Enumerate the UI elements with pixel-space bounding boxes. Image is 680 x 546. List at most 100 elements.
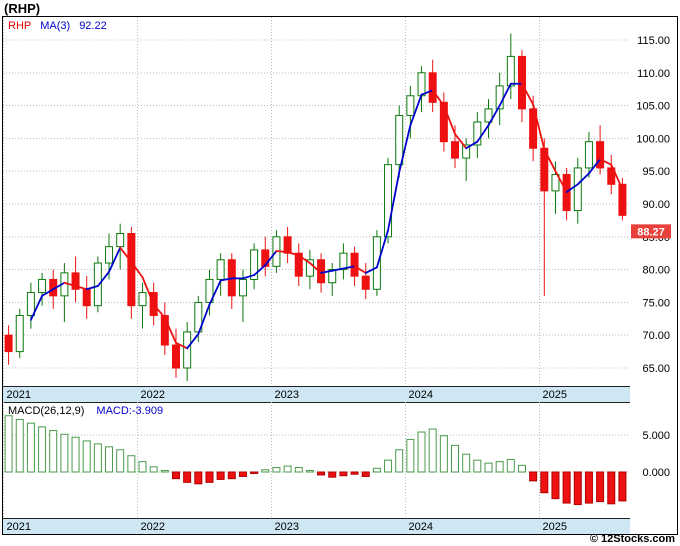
price-axis-label: 110.00 [637, 68, 670, 80]
year-label: 2024 [409, 389, 433, 401]
macd-bar [339, 471, 348, 477]
candle-body [573, 167, 582, 212]
ma3-segment [74, 285, 88, 291]
macd-bar [283, 465, 292, 473]
candle-body [473, 121, 482, 146]
candle-body [38, 278, 47, 294]
ma3-segment [141, 276, 155, 306]
price-chart-legend: RHP MA(3) 92.22 [8, 20, 116, 32]
ma3-segment [588, 158, 601, 175]
ma3-segment [52, 281, 66, 291]
ma3-segment [130, 261, 144, 279]
macd-legend-value: MACD:-3.909 [96, 405, 164, 417]
price-axis-label: 70.00 [642, 330, 670, 342]
macd-bar [227, 471, 236, 480]
macd-bar [529, 471, 538, 482]
candle-body [506, 55, 515, 87]
ma3-segment [543, 148, 557, 173]
candle-body [216, 259, 225, 280]
candle-body [305, 259, 314, 277]
ma3-segment [375, 229, 389, 269]
ma3-segment [487, 104, 501, 127]
ma3-segment [576, 172, 590, 186]
candle-body [4, 334, 13, 353]
ma3-segment [498, 82, 512, 107]
candle-body [26, 292, 35, 317]
ma3-segment [398, 124, 412, 174]
candle-body [15, 315, 24, 353]
ma3-segment [532, 103, 546, 151]
ma3-segment [197, 303, 211, 336]
macd-bar [38, 426, 47, 473]
macd-bar [294, 467, 303, 473]
macd-bar [116, 449, 125, 473]
candle-body [451, 141, 460, 159]
candle-body [406, 95, 415, 116]
ma3-segment [431, 89, 445, 107]
macd-bar [451, 444, 460, 473]
candle-body [517, 55, 526, 110]
macd-bar [93, 443, 102, 473]
macd-bar [551, 471, 560, 500]
macd-bar [384, 459, 393, 473]
macd-bar [506, 458, 515, 473]
ma3-segment [409, 93, 423, 127]
candle-body [339, 252, 348, 271]
macd-bar [372, 467, 381, 473]
last-price-label: 88.27 [637, 226, 665, 238]
macd-bar [618, 471, 627, 502]
ma3-segment [30, 294, 43, 321]
candle-body [238, 278, 247, 297]
x-axis-band-top [3, 386, 630, 402]
candle-body [618, 183, 627, 216]
candle-body [116, 233, 125, 248]
candle-body [105, 246, 114, 264]
candle-body [462, 144, 471, 159]
macd-axis-label: 0.000 [642, 467, 670, 479]
candle-body [417, 72, 426, 97]
macd-bar [250, 471, 259, 474]
last-price-marker [631, 224, 671, 239]
ma3-segment [119, 246, 133, 263]
ma3-segment [420, 89, 434, 96]
year-label: 2025 [543, 389, 567, 401]
macd-bar [261, 469, 270, 473]
legend-ma-value: 92.22 [79, 20, 107, 32]
ma3-segment [331, 267, 345, 272]
macd-bar [328, 471, 337, 478]
candle-body [384, 164, 393, 238]
price-axis-label: 115.00 [637, 35, 670, 47]
macd-legend-params: MACD(26,12,9) [8, 405, 85, 417]
ma3-segment [297, 254, 311, 264]
price-axis-label: 90.00 [642, 199, 670, 211]
macd-bar [417, 431, 426, 473]
macd-bar [160, 470, 169, 473]
ma3-segment [163, 316, 177, 344]
ma3-segment [387, 171, 401, 232]
price-axis-label: 95.00 [642, 166, 670, 178]
macd-bar [194, 471, 203, 485]
macd-bar [127, 455, 136, 473]
ma3-segment [342, 265, 356, 270]
macd-bar [317, 471, 326, 476]
page-title: (RHP) [4, 1, 41, 16]
candle-body [529, 108, 538, 149]
ma3-segment [353, 265, 367, 274]
macd-bar [350, 471, 359, 475]
ma3-segment [521, 82, 535, 106]
macd-bar [49, 430, 58, 473]
macd-bar [462, 453, 471, 473]
year-label: 2025 [543, 521, 567, 533]
ma3-segment [175, 341, 189, 350]
macd-bar [26, 422, 35, 473]
macd-bar [395, 449, 404, 473]
candle-body [205, 278, 214, 303]
year-label: 2021 [7, 521, 31, 533]
candle-body [551, 173, 560, 192]
candle-body [250, 249, 259, 280]
ma3-segment [152, 303, 166, 319]
year-label: 2023 [275, 521, 299, 533]
chart-frame: 115.00110.00105.00100.0095.0090.0085.008… [2, 16, 678, 535]
ma3-segment [465, 140, 479, 150]
ma3-segment [242, 274, 256, 280]
